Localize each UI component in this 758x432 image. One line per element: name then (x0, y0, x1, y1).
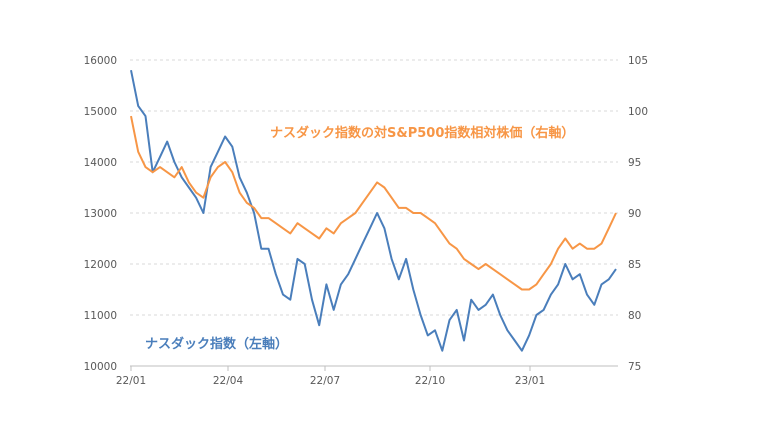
left-tick-label: 11000 (84, 310, 117, 322)
nasdaq-line (130, 70, 617, 352)
left-tick-label: 12000 (84, 259, 117, 271)
annotation-nasdaq: ナスダック指数（左軸） (145, 336, 288, 352)
right-tick-label: 85 (628, 259, 641, 271)
x-tick-label: 23/01 (515, 375, 545, 387)
x-axis-ticks: 22/01 22/04 22/07 22/10 23/01 (116, 366, 545, 387)
right-tick-label: 100 (628, 106, 648, 118)
right-tick-label: 90 (628, 208, 641, 220)
left-axis-ticks: 10000 11000 12000 13000 14000 15000 16000 (84, 55, 117, 373)
series-lines (130, 70, 617, 352)
left-tick-label: 13000 (84, 208, 117, 220)
x-tick-label: 22/04 (213, 375, 244, 387)
right-tick-label: 105 (628, 55, 648, 67)
relative-price-line (130, 115, 617, 291)
x-tick-label: 22/10 (415, 375, 445, 387)
left-tick-label: 10000 (84, 361, 117, 373)
left-tick-label: 16000 (84, 55, 117, 67)
left-tick-label: 15000 (84, 106, 117, 118)
right-tick-label: 75 (628, 361, 641, 373)
right-tick-label: 80 (628, 310, 641, 322)
x-tick-label: 22/07 (310, 375, 340, 387)
x-tick-label: 22/01 (116, 375, 146, 387)
annotation-relative: ナスダック指数の対S&P500指数相対株価（右軸） (270, 125, 574, 141)
right-axis-ticks: 75 80 85 90 95 100 105 (628, 55, 648, 373)
right-tick-label: 95 (628, 157, 641, 169)
left-tick-label: 14000 (84, 157, 117, 169)
